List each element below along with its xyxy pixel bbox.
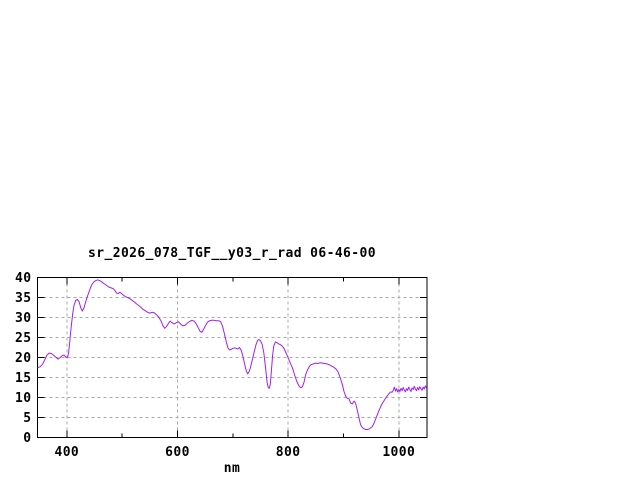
x-tick-label: 800 — [276, 445, 301, 460]
data-curve — [37, 279, 427, 430]
y-tick-label: 0 — [23, 431, 31, 446]
tick-marks — [37, 277, 427, 438]
y-tick-label: 30 — [15, 311, 31, 326]
y-tick-label: 10 — [15, 391, 31, 406]
tick-labels: 400 600 800 1000 0 5 10 15 20 25 30 35 40 — [15, 271, 415, 460]
x-tick-label: 1000 — [382, 445, 415, 460]
y-tick-label: 20 — [15, 351, 31, 366]
x-tick-label: 600 — [165, 445, 190, 460]
y-tick-label: 40 — [15, 271, 31, 286]
y-tick-label: 15 — [15, 371, 31, 386]
chart-title: sr_2026_078_TGF__y03_r_rad 06-46-00 — [88, 246, 376, 261]
y-tick-label: 35 — [15, 291, 31, 306]
x-axis-label: nm — [223, 461, 241, 476]
y-tick-label: 25 — [15, 331, 31, 346]
y-tick-label: 5 — [23, 411, 31, 426]
grid-lines — [37, 277, 427, 438]
x-tick-label: 400 — [54, 445, 79, 460]
